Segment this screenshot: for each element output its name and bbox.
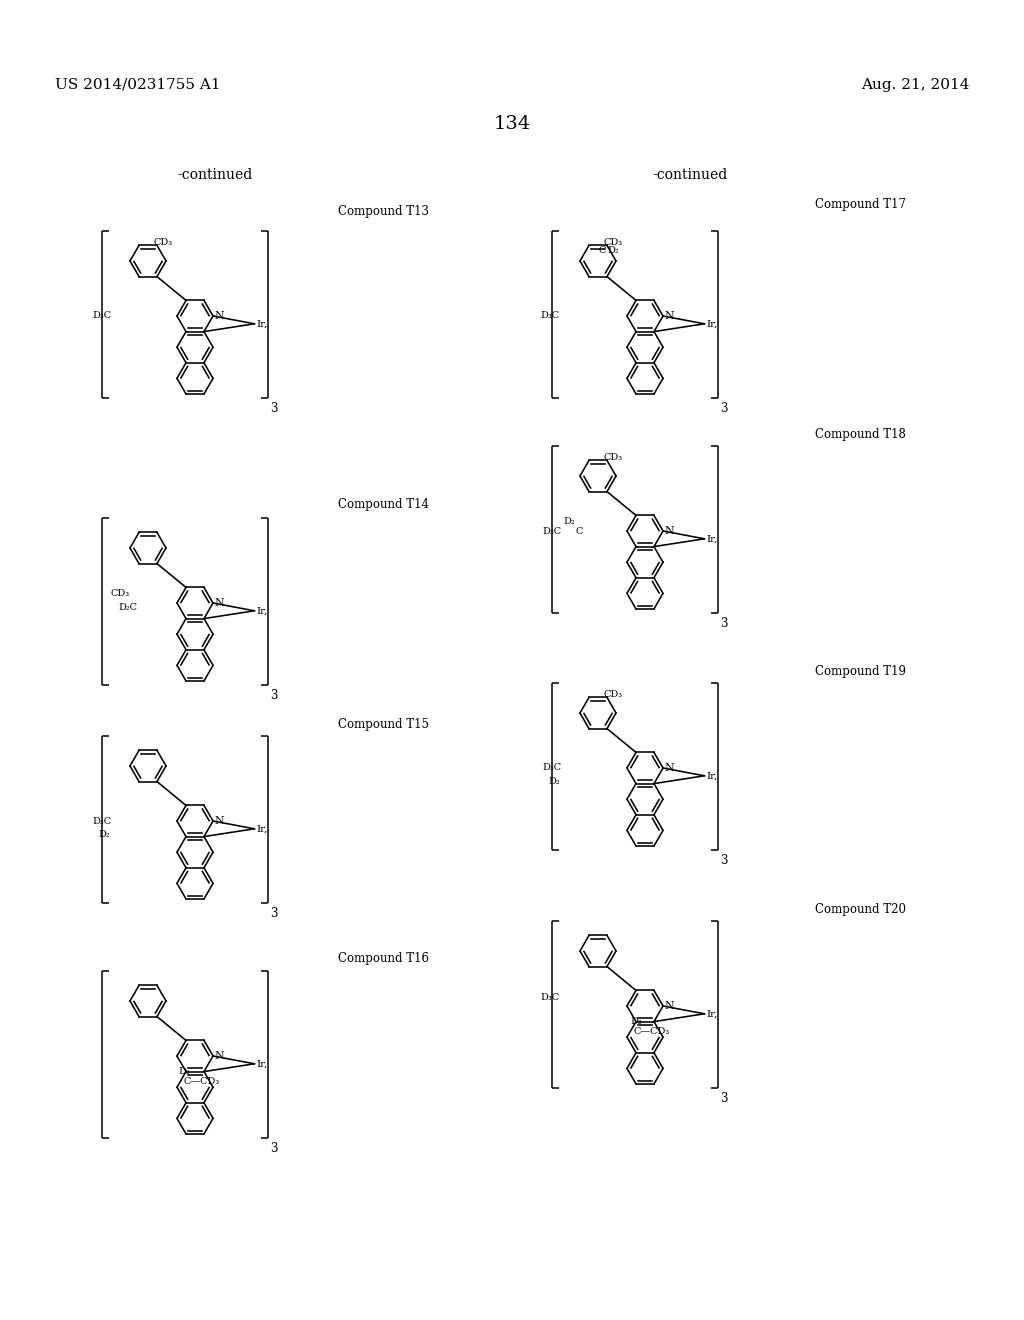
Text: -continued: -continued: [652, 168, 728, 182]
Text: D₃C: D₃C: [540, 312, 559, 321]
Text: CD₃: CD₃: [111, 589, 130, 598]
Text: N: N: [214, 312, 224, 321]
Text: C: C: [599, 246, 606, 255]
Text: CD₃: CD₃: [603, 453, 623, 462]
Text: N: N: [214, 1051, 224, 1061]
Text: 3: 3: [270, 689, 278, 702]
Text: N: N: [664, 1001, 674, 1011]
Text: 3: 3: [720, 403, 727, 416]
Text: D₂: D₂: [98, 830, 110, 840]
Text: D₂C: D₂C: [118, 603, 137, 612]
Text: N: N: [214, 598, 224, 609]
Text: D₂: D₂: [548, 777, 560, 785]
Text: 3: 3: [270, 907, 278, 920]
Text: Compound T14: Compound T14: [338, 498, 429, 511]
Text: D₂: D₂: [630, 1018, 642, 1026]
Text: D₃C: D₃C: [542, 527, 561, 536]
Text: D₂: D₂: [563, 516, 575, 525]
Text: Ir,: Ir,: [256, 319, 267, 329]
Text: 3: 3: [720, 618, 727, 630]
Text: D₃C: D₃C: [540, 994, 559, 1002]
Text: Ir,: Ir,: [707, 1010, 718, 1018]
Text: C—CD₃: C—CD₃: [633, 1027, 670, 1036]
Text: Ir,: Ir,: [707, 319, 718, 329]
Text: Ir,: Ir,: [256, 824, 267, 833]
Text: N: N: [214, 816, 224, 826]
Text: Ir,: Ir,: [707, 771, 718, 780]
Text: N: N: [664, 312, 674, 321]
Text: Compound T19: Compound T19: [815, 665, 906, 678]
Text: CD₃: CD₃: [603, 689, 623, 698]
Text: -continued: -continued: [177, 168, 253, 182]
Text: Compound T17: Compound T17: [815, 198, 906, 211]
Text: Compound T13: Compound T13: [338, 205, 429, 218]
Text: Compound T20: Compound T20: [815, 903, 906, 916]
Text: D₃C: D₃C: [542, 763, 561, 772]
Text: 3: 3: [270, 403, 278, 416]
Text: 3: 3: [270, 1142, 278, 1155]
Text: D₂: D₂: [607, 246, 618, 255]
Text: Ir,: Ir,: [256, 1059, 267, 1068]
Text: C: C: [575, 528, 584, 536]
Text: D₃C: D₃C: [92, 312, 112, 321]
Text: US 2014/0231755 A1: US 2014/0231755 A1: [55, 78, 220, 92]
Text: CD₃: CD₃: [154, 238, 172, 247]
Text: D₃C: D₃C: [92, 817, 112, 825]
Text: Compound T18: Compound T18: [815, 428, 906, 441]
Text: D₂: D₂: [178, 1067, 189, 1076]
Text: 3: 3: [720, 1092, 727, 1105]
Text: N: N: [664, 763, 674, 774]
Text: CD₃: CD₃: [603, 238, 623, 247]
Text: C—CD₃: C—CD₃: [183, 1077, 219, 1085]
Text: Compound T15: Compound T15: [338, 718, 429, 731]
Text: N: N: [664, 525, 674, 536]
Text: Ir,: Ir,: [707, 535, 718, 544]
Text: 3: 3: [720, 854, 727, 867]
Text: Ir,: Ir,: [256, 606, 267, 615]
Text: Aug. 21, 2014: Aug. 21, 2014: [861, 78, 970, 92]
Text: Compound T16: Compound T16: [338, 952, 429, 965]
Text: 134: 134: [494, 115, 530, 133]
